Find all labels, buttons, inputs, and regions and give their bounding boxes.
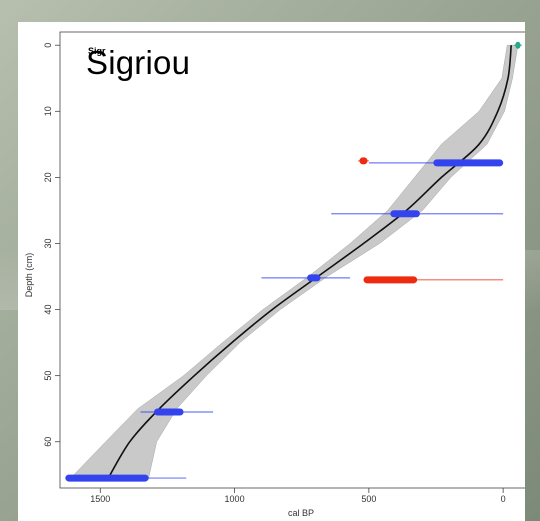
date-probability-core xyxy=(359,157,368,165)
date-probability-core xyxy=(363,276,418,284)
y-tick-label: 50 xyxy=(43,371,53,381)
date-probability-core xyxy=(515,41,521,49)
dated-sample-7 xyxy=(140,408,214,416)
y-tick-label: 40 xyxy=(43,305,53,315)
slide-title: Sigriou xyxy=(86,44,191,81)
x-tick-label: 0 xyxy=(501,494,506,504)
y-tick-label: 20 xyxy=(43,172,53,182)
chart-panel: 1500 1000 500 0 0 10 20 30 40 50 60 cal BP Depth … xyxy=(18,22,525,521)
x-tick-label: 1500 xyxy=(90,494,110,504)
dated-sample-6 xyxy=(363,276,504,284)
y-axis-label: Depth (cm) xyxy=(24,253,34,298)
site-code-label: Sigr xyxy=(88,46,106,56)
date-probability-core xyxy=(65,474,149,482)
date-probability-core xyxy=(433,159,504,167)
dated-sample-8 xyxy=(65,474,187,482)
x-tick-label: 1000 xyxy=(225,494,245,504)
age-model-median-curve xyxy=(107,45,512,479)
x-axis-label: cal BP xyxy=(288,508,314,518)
y-tick-label: 60 xyxy=(43,437,53,447)
dated-sample-1 xyxy=(513,41,522,49)
y-tick-label: 10 xyxy=(43,106,53,116)
age-model-envelope xyxy=(70,44,519,479)
date-probability-core xyxy=(390,210,420,218)
dated-sample-2 xyxy=(358,157,369,165)
dated-sample-5 xyxy=(261,274,351,282)
dated-sample-3 xyxy=(368,159,504,167)
plot-frame xyxy=(59,31,525,489)
age-depth-chart: 1500 1000 500 0 0 10 20 30 40 50 60 cal BP Depth … xyxy=(24,31,525,518)
dated-sample-4 xyxy=(331,210,504,218)
x-tick-label: 500 xyxy=(361,494,376,504)
y-tick-label: 0 xyxy=(43,43,53,48)
date-probability-core xyxy=(307,274,321,282)
y-tick-label: 30 xyxy=(43,238,53,248)
date-probability-core xyxy=(154,408,184,416)
